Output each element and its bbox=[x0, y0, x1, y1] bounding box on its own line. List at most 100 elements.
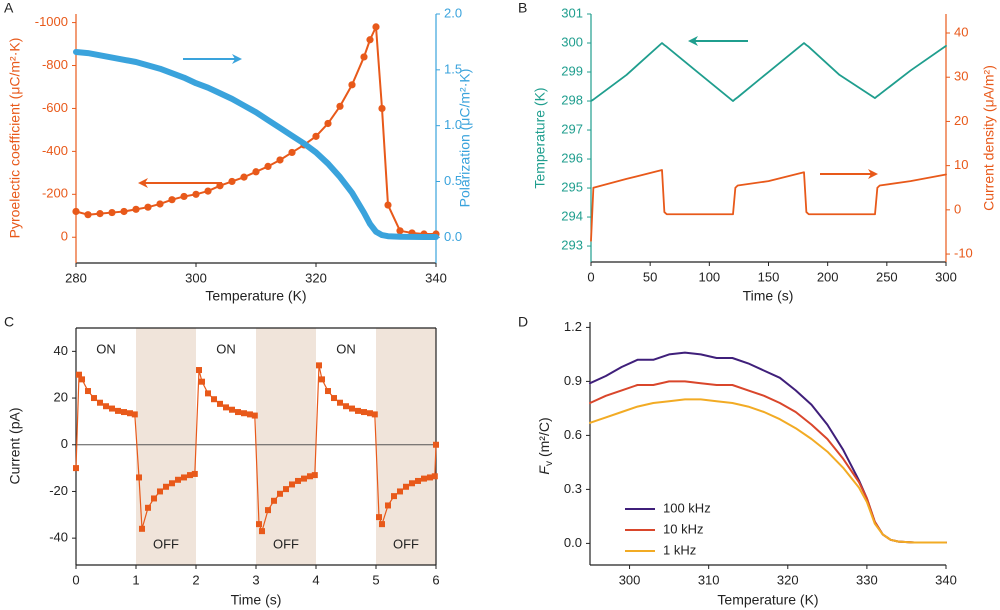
y-tick-label: -20 bbox=[49, 483, 68, 498]
data-point bbox=[240, 173, 248, 181]
data-point bbox=[360, 53, 368, 61]
y-tick-label: -800 bbox=[42, 57, 68, 72]
data-point bbox=[156, 200, 164, 208]
y2-tick-label: -10 bbox=[954, 245, 973, 260]
x-tick-label: 300 bbox=[619, 572, 641, 587]
data-point bbox=[385, 502, 391, 509]
data-point bbox=[151, 495, 157, 502]
data-point bbox=[199, 378, 205, 385]
data-point bbox=[157, 488, 163, 495]
x-tick-label: 310 bbox=[698, 572, 720, 587]
data-point bbox=[211, 396, 217, 403]
y2-tick-label: 20 bbox=[954, 113, 968, 128]
data-point bbox=[108, 208, 116, 217]
x-axis-label: Temperature (K) bbox=[717, 592, 818, 608]
data-point bbox=[175, 476, 181, 483]
legend-label: 100 kHz bbox=[663, 500, 711, 515]
annotation: ON bbox=[336, 341, 356, 356]
data-point bbox=[259, 528, 265, 535]
y-tick-label: 0.3 bbox=[564, 481, 582, 496]
data-point bbox=[421, 475, 427, 482]
y2-tick-label: 40 bbox=[954, 24, 968, 39]
y2-tick-label: 0.0 bbox=[444, 229, 462, 244]
data-point bbox=[409, 480, 415, 487]
data-point bbox=[312, 132, 320, 140]
data-point bbox=[277, 490, 283, 497]
y-tick-label: 301 bbox=[561, 5, 583, 20]
y2-tick-label: 0.5 bbox=[444, 173, 462, 188]
y-tick-label: -600 bbox=[42, 100, 68, 115]
data-point bbox=[168, 196, 176, 204]
annotation: ON bbox=[96, 341, 116, 356]
x-tick-label: 320 bbox=[777, 572, 799, 587]
x-tick-label: 150 bbox=[758, 269, 780, 284]
data-point bbox=[376, 514, 382, 521]
x-tick-label: 300 bbox=[185, 270, 207, 285]
data-point bbox=[180, 192, 188, 201]
x-tick-label: 0 bbox=[72, 572, 79, 587]
data-point bbox=[271, 497, 277, 504]
data-point bbox=[241, 410, 247, 417]
legend-label: 10 kHz bbox=[663, 521, 703, 536]
data-point bbox=[433, 441, 439, 448]
x-tick-label: 340 bbox=[425, 270, 447, 285]
data-point bbox=[288, 148, 296, 157]
x-tick-label: 1 bbox=[132, 572, 139, 587]
data-point bbox=[276, 156, 284, 164]
x-tick-label: 100 bbox=[698, 269, 720, 284]
panel-letter: A bbox=[4, 0, 14, 16]
y-tick-label: 0.6 bbox=[564, 427, 582, 442]
x-tick-label: 250 bbox=[876, 269, 898, 284]
x-tick-label: 200 bbox=[817, 269, 839, 284]
x-tick-label: 4 bbox=[312, 572, 319, 587]
data-point bbox=[301, 475, 307, 482]
data-point bbox=[204, 187, 212, 195]
y2-axis-label: Current density (μA/m²) bbox=[981, 65, 997, 211]
arrows bbox=[138, 36, 878, 188]
data-point bbox=[289, 481, 295, 488]
data-point bbox=[85, 388, 91, 395]
data-point bbox=[79, 376, 85, 383]
shaded-region bbox=[256, 328, 316, 565]
x-tick-label: 50 bbox=[643, 269, 657, 284]
x-tick-label: 5 bbox=[372, 572, 379, 587]
annotation: OFF bbox=[273, 536, 299, 551]
panel-letter: D bbox=[518, 314, 528, 330]
y-tick-label: 300 bbox=[561, 34, 583, 49]
data-point bbox=[73, 465, 79, 472]
x-tick-label: 2 bbox=[192, 572, 199, 587]
data-point bbox=[229, 406, 235, 413]
data-point bbox=[431, 473, 438, 480]
data-point bbox=[191, 470, 198, 477]
data-point bbox=[145, 504, 151, 511]
y-axis-label: Fv (m²/C) bbox=[536, 417, 555, 474]
y-tick-label: 293 bbox=[561, 237, 583, 252]
data-point bbox=[181, 474, 187, 481]
data-point bbox=[319, 376, 325, 383]
x-tick-label: 280 bbox=[65, 270, 87, 285]
data-point bbox=[384, 201, 392, 209]
data-point bbox=[311, 472, 318, 479]
data-point bbox=[349, 405, 355, 412]
y2-tick-label: 1.5 bbox=[444, 61, 462, 76]
data-point bbox=[84, 211, 92, 219]
data-point bbox=[235, 409, 241, 416]
x-tick-label: 6 bbox=[432, 572, 439, 587]
data-point bbox=[331, 395, 337, 402]
x-tick-label: 340 bbox=[935, 572, 957, 587]
data-point bbox=[361, 409, 367, 416]
data-point bbox=[366, 36, 374, 44]
y-tick-label: 0.0 bbox=[564, 535, 582, 550]
y-tick-label: 294 bbox=[561, 208, 583, 223]
data-point bbox=[379, 521, 385, 528]
data-point bbox=[216, 182, 224, 190]
series-line bbox=[590, 42, 947, 102]
x-axis-label: Temperature (K) bbox=[205, 288, 306, 304]
data-point bbox=[252, 168, 260, 176]
y-tick-label: 0 bbox=[61, 436, 68, 451]
y-tick-label: -200 bbox=[42, 186, 68, 201]
data-point bbox=[264, 162, 272, 171]
y2-tick-label: 10 bbox=[954, 157, 968, 172]
y-tick-label: 1.2 bbox=[564, 319, 582, 334]
y-label-subscript: v bbox=[544, 461, 555, 466]
